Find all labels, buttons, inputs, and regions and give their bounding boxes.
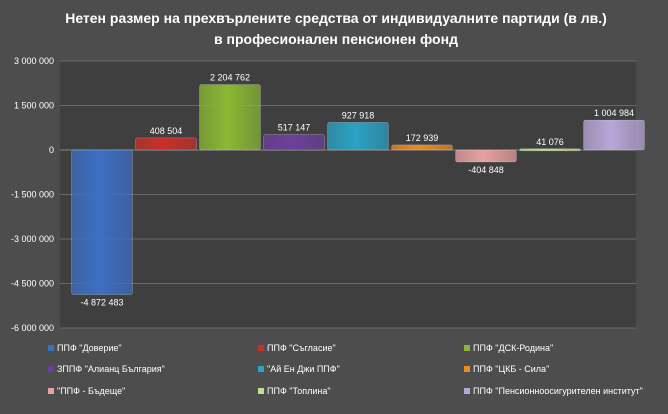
y-tick-label: 3 000 000 [14,56,54,66]
legend-label: "ППФ - Бъдеще" [57,386,125,396]
legend-label: ЗППФ "Алианц България" [57,364,165,374]
legend-swatch [258,345,264,351]
data-label: -404 848 [468,165,504,175]
legend-swatch [48,388,54,394]
y-tick-label: -3 000 000 [11,234,54,244]
legend-label: ППФ "Пенсионноосигурителен институт" [473,386,643,396]
bar [71,149,133,295]
bar [263,134,325,151]
bar [519,148,581,152]
data-label: -4 872 483 [80,298,123,308]
legend-swatch [464,345,470,351]
legend-label: "Ай Ен Джи ППФ" [267,364,340,374]
data-labels: -4 872 483 408 504 2 204 762 517 147 927 918… [80,73,634,308]
bar [327,122,389,151]
y-tick-label: -6 000 000 [11,323,54,333]
data-label: 1 004 984 [594,108,634,118]
chart-title-line-2: в професионален пенсионен фонд [214,31,458,47]
legend-label: ППФ "Топлина" [267,386,331,396]
y-tick-label: 1 500 000 [14,101,54,111]
data-label: 408 504 [150,126,183,136]
bar [455,149,517,163]
legend-swatch [258,366,264,372]
legend-label: ППФ "ДСК-Родина" [473,343,553,353]
chart-title-line-1: Нетен размер на прехвърлените средства о… [65,10,607,26]
data-label: 517 147 [278,123,311,133]
bar [391,144,453,151]
y-axis-tick-labels: 3 000 000 1 500 000 0 -1 500 000 -3 000 000 -… [11,56,54,333]
bar [135,137,197,151]
legend-swatch [258,388,264,394]
y-tick-label: 0 [49,145,54,155]
y-tick-label: -4 500 000 [11,279,54,289]
data-label: 41 076 [536,137,564,147]
data-label: 927 918 [342,110,375,120]
legend-label: ППФ "Доверие" [57,343,122,353]
data-label: 172 939 [406,133,439,143]
bar [583,119,645,151]
legend-swatch [464,388,470,394]
legend: ППФ "Доверие" ППФ "Съгласие" ППФ "ДСК-Роди… [48,343,643,396]
legend-label: ППФ "Съгласие" [267,343,336,353]
legend-label: ППФ "ЦКБ - Сила" [473,364,549,374]
legend-swatch [464,366,470,372]
legend-swatch [48,366,54,372]
bar [199,84,261,151]
legend-swatch [48,345,54,351]
bars [71,84,645,295]
y-tick-label: -1 500 000 [11,190,54,200]
data-label: 2 204 762 [210,73,250,83]
